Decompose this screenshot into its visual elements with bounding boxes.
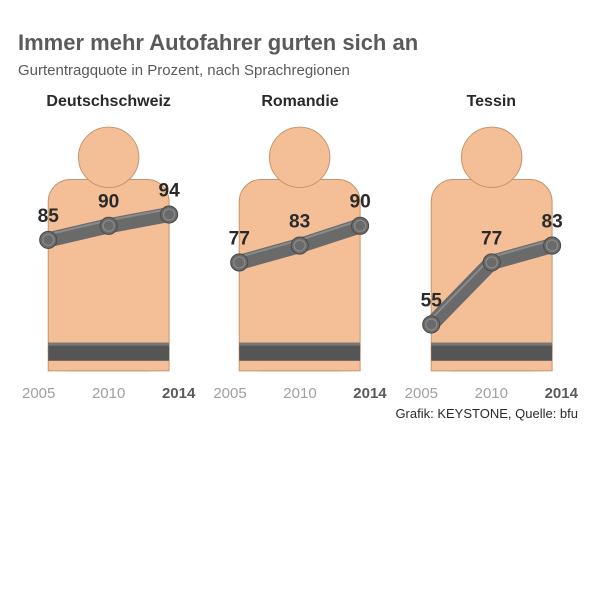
- value-label: 85: [38, 206, 60, 227]
- year-label: 2005: [405, 385, 438, 402]
- value-label: 55: [420, 290, 442, 311]
- chart-subtitle: Gurtentragquote in Prozent, nach Sprachr…: [18, 62, 582, 79]
- region-figure: Tessin 55 77 83 2005 2010 2014: [401, 93, 582, 402]
- chart-title: Immer mehr Autofahrer gurten sich an: [18, 30, 582, 56]
- value-label: 83: [541, 211, 562, 232]
- region-figure: Deutschschweiz 85 90 94 2005 2010 2014: [18, 93, 199, 402]
- year-axis: 2005 2010 2014: [209, 379, 390, 402]
- value-label: 77: [481, 228, 502, 249]
- year-axis: 2005 2010 2014: [18, 379, 199, 402]
- value-label: 77: [229, 228, 250, 249]
- year-label: 2005: [213, 385, 246, 402]
- year-label: 2014: [162, 385, 195, 402]
- person-icon: 77 83 90: [209, 117, 390, 379]
- year-label: 2010: [475, 385, 508, 402]
- year-label: 2014: [545, 385, 578, 402]
- region-label: Romandie: [261, 93, 338, 111]
- value-label: 90: [98, 192, 119, 213]
- value-label: 83: [289, 211, 310, 232]
- year-label: 2010: [92, 385, 125, 402]
- year-label: 2010: [283, 385, 316, 402]
- person-icon: 85 90 94: [18, 117, 199, 379]
- year-label: 2005: [22, 385, 55, 402]
- person-icon: 55 77 83: [401, 117, 582, 379]
- figures-row: Deutschschweiz 859094 200520102014Romand…: [18, 93, 582, 402]
- value-label: 94: [158, 180, 180, 201]
- value-label: 90: [350, 192, 371, 213]
- region-label: Deutschschweiz: [46, 93, 170, 111]
- year-label: 2014: [353, 385, 386, 402]
- region-figure: Romandie 77 83 90 2005 2010 2014: [209, 93, 390, 402]
- region-label: Tessin: [467, 93, 517, 111]
- credit-line: Grafik: KEYSTONE, Quelle: bfu: [395, 406, 578, 421]
- year-axis: 2005 2010 2014: [401, 379, 582, 402]
